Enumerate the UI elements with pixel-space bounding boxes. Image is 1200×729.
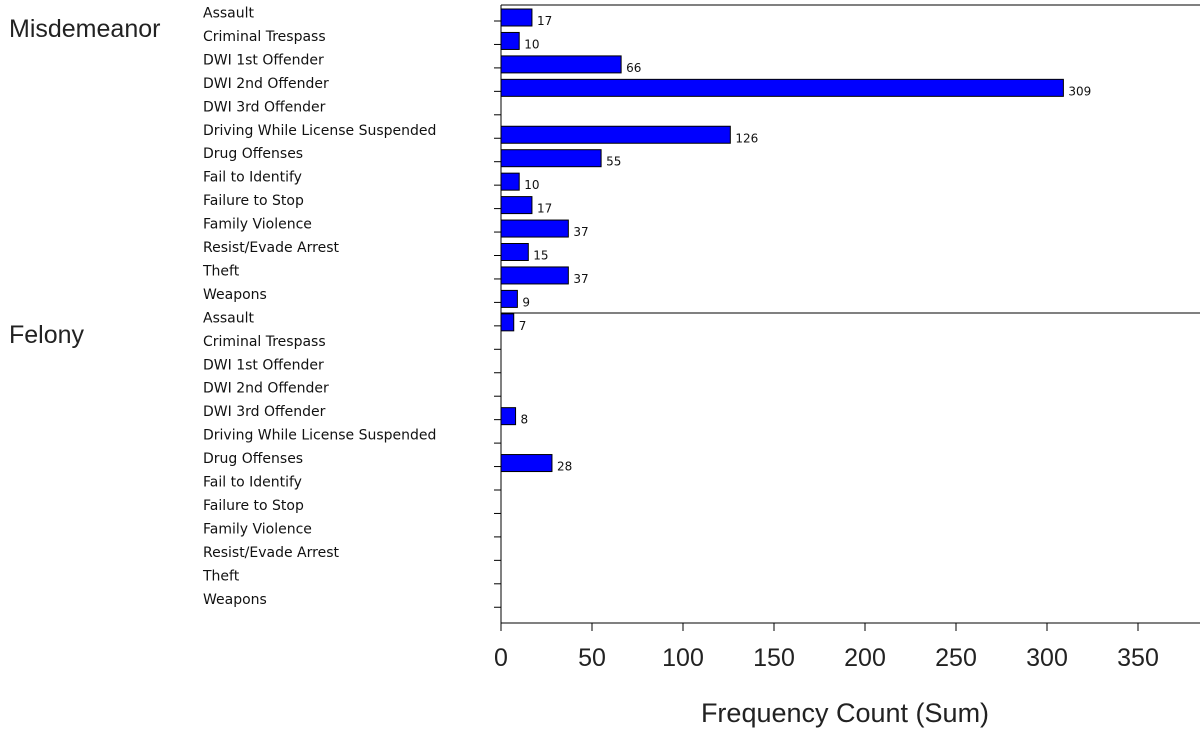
category-label: Driving While License Suspended [203,428,436,444]
x-tick-label: 350 [1117,644,1159,672]
category-label: DWI 2nd Offender [203,76,329,92]
category-label: Assault [203,310,255,326]
bar-value-label: 37 [573,225,588,239]
x-axis-title: Frequency Count (Sum) [701,698,989,728]
bar-value-label: 17 [537,14,552,28]
category-label: Resist/Evade Arrest [203,240,339,256]
category-label: Family Violence [203,217,312,233]
category-label: Criminal Trespass [203,334,326,350]
bar-value-label: 66 [626,61,641,75]
bar [500,219,569,238]
category-label: Drug Offenses [203,146,303,162]
category-label: Drug Offenses [203,451,303,467]
x-tick-label: 300 [1026,644,1068,672]
category-label: Resist/Evade Arrest [203,545,339,561]
bar-value-label: 7 [519,319,527,333]
bar [500,454,553,473]
x-tick-label: 100 [662,644,704,672]
category-label: DWI 1st Offender [203,52,324,68]
bar-value-label: 55 [606,155,621,169]
bar [500,172,520,191]
bar-value-label: 309 [1068,84,1091,98]
category-label: DWI 3rd Offender [203,404,326,420]
bar [500,407,517,426]
category-label: Fail to Identify [203,475,302,491]
group-label-misdemeanor: Misdemeanor [9,15,160,43]
bar [500,196,533,215]
x-tick-label: 250 [935,644,977,672]
bar [500,78,1064,97]
category-label: Driving While License Suspended [203,123,436,139]
bar-value-label: 8 [521,413,529,427]
bar [500,289,518,308]
category-label: Failure to Stop [203,193,304,209]
bar-value-label: 9 [522,295,530,309]
category-label: Theft [202,263,240,279]
bar-value-label: 126 [735,131,758,145]
group-label-felony: Felony [9,321,85,349]
category-label: DWI 2nd Offender [203,381,329,397]
category-label: Weapons [203,287,267,303]
category-label: Fail to Identify [203,170,302,186]
bar-value-label: 10 [524,178,539,192]
bar-value-label: 28 [557,460,572,474]
bar-value-label: 10 [524,37,539,51]
x-tick-label: 200 [844,644,886,672]
bar [500,8,533,27]
x-tick-label: 0 [494,644,508,672]
bar [500,31,520,50]
category-label: Family Violence [203,521,312,537]
category-label: Assault [203,6,255,22]
category-label: Theft [202,568,240,584]
category-label: DWI 1st Offender [203,357,324,373]
bar-value-label: 37 [573,272,588,286]
bar-value-label: 15 [533,249,548,263]
category-label: Weapons [203,592,267,608]
bar [500,243,529,261]
bar [500,149,602,168]
x-tick-label: 50 [578,644,606,672]
bar [500,266,569,285]
x-tick-label: 150 [753,644,795,672]
bar-value-label: 17 [537,202,552,216]
category-label: Failure to Stop [203,498,304,514]
bar [500,55,622,74]
category-label: Criminal Trespass [203,29,326,45]
bar [500,313,515,332]
bar [500,125,731,144]
category-label: DWI 3rd Offender [203,99,326,115]
